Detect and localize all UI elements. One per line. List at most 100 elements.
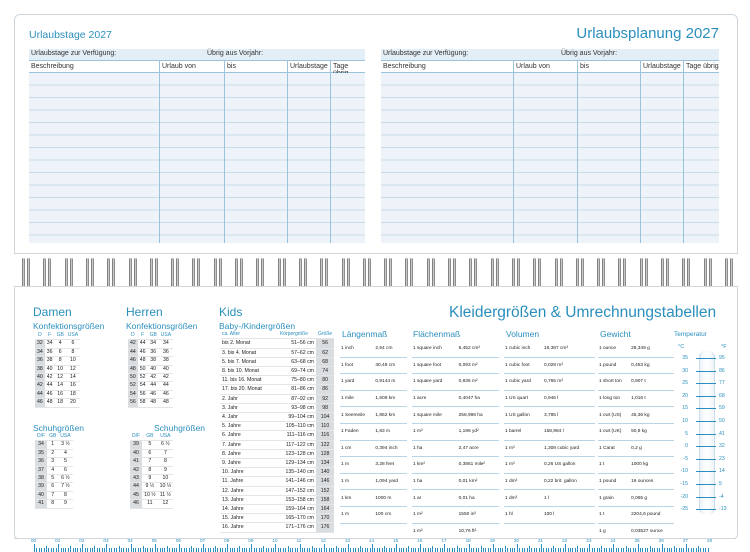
conversion-value: 1,83 m (374, 423, 407, 441)
ruler-tick (108, 548, 110, 552)
table-cell: 14. Jahre (222, 506, 244, 513)
ruler-tick (246, 548, 248, 552)
column-vacation-days: Urlaubstage (290, 63, 328, 70)
ruler-tick (280, 548, 282, 552)
ruler-tick (60, 548, 62, 552)
ruler-tick (499, 548, 501, 552)
ruler-tick (289, 548, 291, 552)
table-row: 48 50 40 40 (128, 365, 174, 374)
conversion-row: 1 cwt (US) 45,36 kg (598, 406, 674, 424)
ruler-tick (586, 548, 588, 552)
fahrenheit-label: -4 (719, 493, 724, 500)
conversion-unit: 1 mile (340, 390, 375, 408)
conversion-row: 1 km 1000 m (340, 489, 407, 507)
temperature-tick (696, 496, 716, 498)
ruler-tick (391, 548, 393, 552)
entry-rows[interactable] (29, 73, 365, 243)
ruler-tick (468, 544, 470, 552)
conversion-row: 1 cubic yard 0,765 m³ (504, 373, 595, 391)
conversion-value: 0,01 km² (457, 473, 499, 491)
conversion-unit: 1 pound (598, 357, 631, 375)
ruler-tick (403, 548, 405, 552)
table-cell: 4 (51, 466, 55, 473)
table-row: 39 5 6 ½ (130, 440, 174, 450)
binding-ring (128, 258, 139, 288)
ruler-tick (326, 548, 328, 552)
conversion-unit: 1 hl (504, 506, 543, 524)
ruler-label: 19 (489, 538, 495, 543)
table-cell: 38 (163, 357, 169, 364)
ruler-tick (244, 548, 246, 552)
ruler-tick (582, 548, 584, 552)
table-cell: 146 (316, 476, 335, 487)
ruler-tick (434, 548, 436, 552)
table-cell: 45 (130, 491, 143, 500)
table-header-row: D/F GB USA (130, 433, 174, 441)
table-cell: 51–56 cm (291, 340, 314, 347)
table-cell: 5 (63, 458, 67, 465)
ruler-tick (229, 548, 231, 552)
temperature-tick (696, 484, 716, 485)
ruler-tick (569, 548, 571, 552)
table-row: 38 40 10 12 (35, 365, 81, 374)
ruler-tick (176, 548, 178, 552)
ruler-tick (485, 548, 487, 552)
table-cell: 63–68 cm (291, 358, 314, 365)
conversion-value: 0,453 kg (630, 357, 674, 375)
ruler-tick (536, 548, 538, 552)
ruler-tick (613, 544, 615, 552)
ruler-tick (198, 548, 200, 552)
conversion-value: 1,852 km (374, 406, 407, 424)
ruler-tick (236, 548, 238, 552)
ruler-tick (227, 544, 229, 552)
conversion-unit: 1 m (340, 506, 375, 524)
ruler-tick (408, 546, 410, 552)
conversion-row: 1 short ton 0,907 t (598, 373, 674, 391)
ruler-tick (376, 548, 378, 552)
entry-rows[interactable] (381, 73, 719, 243)
ruler-tick (623, 548, 625, 552)
ruler-tick (87, 548, 89, 552)
table-cell: 1 (51, 441, 55, 448)
ruler-tick (543, 548, 545, 552)
table-cell: 46 (35, 398, 45, 408)
binding-ring (256, 258, 266, 288)
conversion-unit: 1 acre (412, 390, 458, 408)
ruler-tick (541, 544, 542, 552)
conversion-row: 1 cubic foot 0,028 m³ (504, 357, 595, 375)
ruler-tick (606, 548, 608, 552)
table-row: 44 46 16 18 (35, 390, 81, 399)
table-cell: 16 (57, 390, 64, 397)
ruler-tick (343, 548, 345, 552)
ruler-tick (413, 548, 415, 552)
ruler-tick (285, 548, 287, 552)
ruler-tick (470, 548, 472, 552)
table-row: 2. Jahr 87–92 cm 92 (220, 394, 335, 404)
ruler-tick (642, 548, 644, 552)
table-cell: 8 (148, 466, 152, 473)
table-cell: 42 (150, 374, 157, 381)
temperature-tick (696, 509, 716, 511)
ruler-tick (120, 548, 122, 552)
binding-ring (384, 258, 394, 288)
conversion-value: 1000 m (374, 489, 407, 507)
conversion-unit: 1 m³ (504, 440, 543, 458)
ruler-tick (393, 548, 395, 552)
table-cell: 52 (128, 381, 138, 391)
ruler-tick (639, 548, 641, 552)
table-row: 56 58 48 48 (128, 398, 174, 408)
ruler-tick (374, 548, 376, 552)
table-cell: 12. Jahre (222, 487, 244, 494)
ruler-tick (82, 544, 84, 552)
women-shoe-size-table: D/F GB USA 34 1 3 ½ 35 2 4 36 3 5 37 4 6 38 5 6 ½ 39 6 7 ½ 40… (35, 433, 73, 509)
table-cell: 8 (163, 458, 167, 465)
table-header-row: D F GB USA (35, 332, 81, 340)
ruler-tick (38, 548, 40, 552)
ruler-tick (572, 548, 574, 552)
size-conversion-title: Kleidergrößen & Umrechnungstabellen (449, 304, 717, 321)
ruler-tick (43, 548, 45, 552)
temperature-tick (696, 446, 716, 448)
table-cell: 42 (130, 466, 143, 475)
table-cell: 152 (316, 486, 335, 496)
table-cell: 44 (139, 340, 146, 347)
